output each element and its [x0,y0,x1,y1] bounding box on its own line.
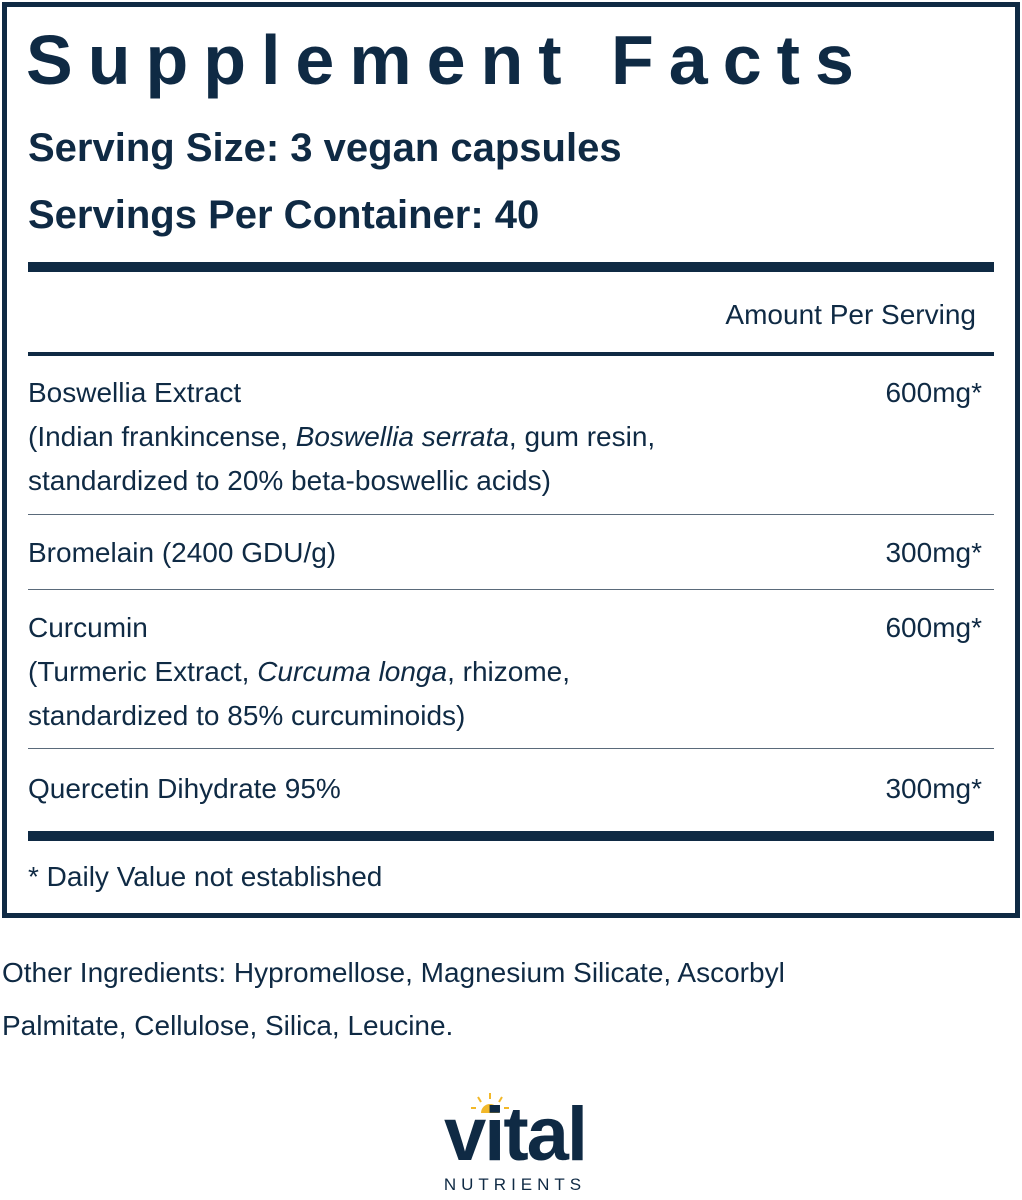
detail-text: , gum resin, [508,421,656,452]
ingredient-detail: (Turmeric Extract, Curcuma longa, rhizom… [28,651,570,693]
ingredient-name: Curcumin [28,612,148,643]
ingredient-detail: standardized to 20% beta-boswellic acids… [28,465,551,496]
row-divider [28,748,994,749]
footnote: * Daily Value not established [28,861,383,892]
supplement-facts-panel [2,2,1020,918]
row-divider [28,589,994,590]
thick-divider [28,831,994,841]
other-ingredients: Other Ingredients: Hypromellose, Magnesi… [2,957,785,1041]
ingredient-detail: (Indian frankincense, Boswellia serrata,… [28,416,655,458]
ingredient-name: Boswellia Extract [28,377,242,408]
sun-icon [471,1093,509,1113]
latin-name: Curcuma longa [257,656,448,687]
ingredient-amount: 600mg* [885,377,982,408]
servings-per-container: Servings Per Container: 40 [28,193,540,237]
ingredient-name: Quercetin Dihydrate 95% [28,773,341,804]
logo-subtitle: NUTRIENTS [443,1175,587,1194]
thick-divider [28,262,994,272]
logo-wordmark: vital [443,1092,588,1177]
divider [28,352,994,356]
amount-header: Amount Per Serving [725,299,976,330]
detail-text: (Indian frankincense, [28,421,296,452]
ingredient-name: Bromelain (2400 GDU/g) [28,537,337,568]
ingredient-amount: 300mg* [885,537,982,568]
panel-title: Supplement Facts [26,21,869,99]
ingredient-amount: 300mg* [885,773,982,804]
detail-text: , rhizome, [447,656,571,687]
latin-name: Boswellia serrata [295,421,509,452]
serving-size: Serving Size: 3 vegan capsules [28,126,622,170]
ingredient-amount: 600mg* [885,612,982,643]
detail-text: (Turmeric Extract, [28,656,258,687]
row-divider [28,514,994,515]
ingredient-detail: standardized to 85% curcuminoids) [28,700,466,731]
